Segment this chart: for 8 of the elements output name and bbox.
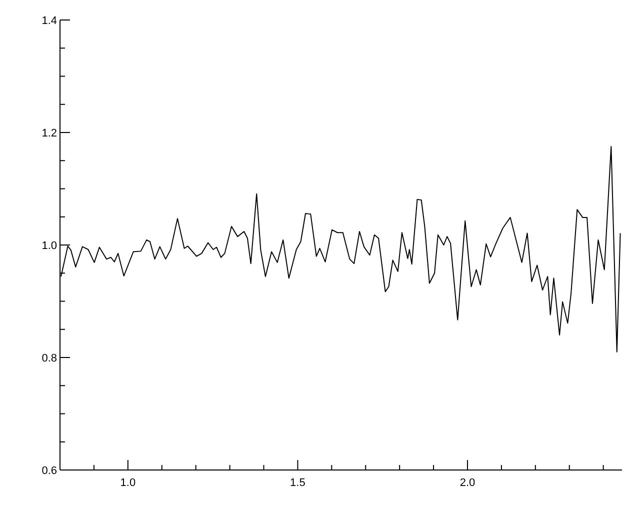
x-tick-label: 2.0: [460, 477, 476, 489]
x-tick-label: 1.0: [120, 477, 136, 489]
y-tick-label: 1.4: [42, 15, 57, 27]
y-tick-label: 1.0: [42, 240, 57, 252]
y-tick-label: 0.8: [42, 352, 57, 364]
y-tick-label: 1.2: [42, 128, 57, 140]
y-tick-label: 0.6: [42, 465, 57, 477]
x-tick-label: 1.5: [290, 477, 306, 489]
